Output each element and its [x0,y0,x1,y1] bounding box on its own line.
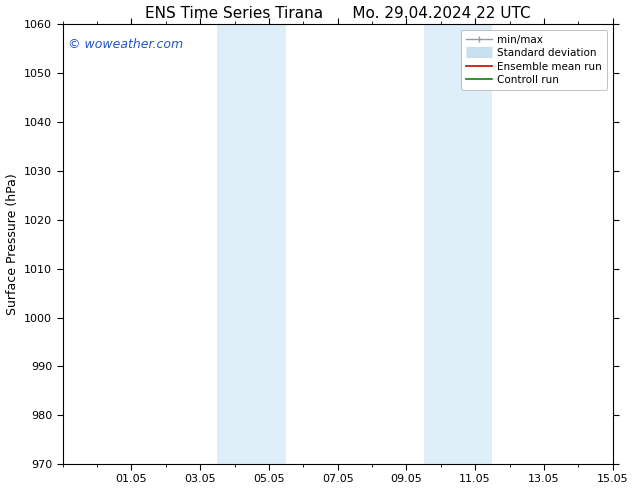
Bar [424,24,493,464]
Legend: min/max, Standard deviation, Ensemble mean run, Controll run: min/max, Standard deviation, Ensemble me… [461,30,607,91]
Title: ENS Time Series Tirana      Mo. 29.04.2024 22 UTC: ENS Time Series Tirana Mo. 29.04.2024 22… [145,5,531,21]
Bar [217,24,286,464]
Text: © woweather.com: © woweather.com [68,38,183,50]
Y-axis label: Surface Pressure (hPa): Surface Pressure (hPa) [6,173,18,315]
